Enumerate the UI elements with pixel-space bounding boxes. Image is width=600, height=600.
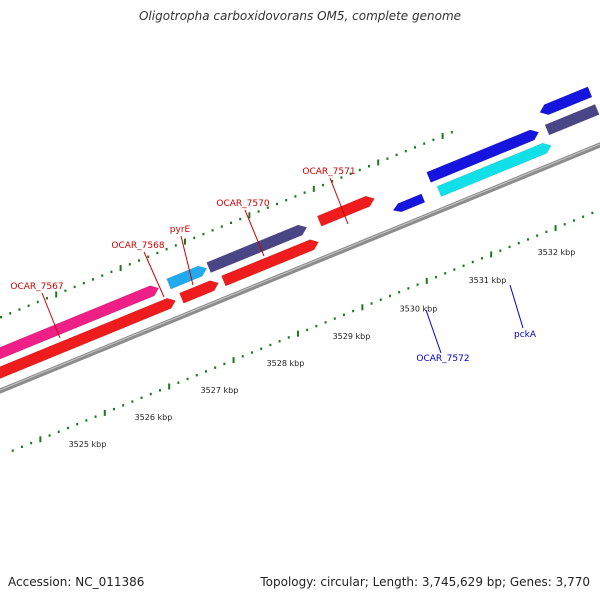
gene-label: pckA <box>514 330 537 340</box>
tick-label: 3528 kbp <box>267 359 305 368</box>
cds-bar <box>316 195 375 227</box>
gene-leader-line <box>244 209 265 257</box>
gene-bar-ocar-7567 <box>0 285 160 360</box>
tick-label: 3527 kbp <box>201 386 239 395</box>
topology-text: Topology: circular; Length: 3,745,629 bp… <box>260 575 590 589</box>
gene-leader-line <box>143 251 165 298</box>
tick-label: 3532 kbp <box>538 248 576 257</box>
tick-label: 3530 kbp <box>400 304 438 313</box>
backbone-line <box>0 142 600 394</box>
feature-track <box>0 86 600 379</box>
backbone <box>0 142 600 394</box>
gene-leader-line <box>180 235 194 286</box>
tick-label: 3526 kbp <box>135 413 173 422</box>
gene-bar-ocar-7570 <box>206 224 308 274</box>
backbone-highlight <box>0 143 600 391</box>
gene-label: OCAR_7570 <box>216 199 269 209</box>
gene-leader-line <box>329 177 349 225</box>
tick-label: 3525 kbp <box>69 440 107 449</box>
tick-label: 3529 kbp <box>333 332 371 341</box>
cds-bar <box>179 280 219 304</box>
gene-bar-blue <box>426 129 540 183</box>
gene-bar-pyre <box>166 265 208 290</box>
gene-label: pyrE <box>170 225 191 235</box>
gene-label: OCAR_7568 <box>111 241 164 251</box>
map-title: Oligotropha carboxidovorans OM5, complet… <box>138 9 462 23</box>
gene-label: OCAR_7571 <box>302 167 355 177</box>
cds-bar <box>0 297 176 379</box>
cds-bar <box>544 104 600 136</box>
accession-text: Accession: NC_011386 <box>8 575 145 589</box>
gene-label: OCAR_7572 <box>416 354 469 364</box>
gene-label: OCAR_7567 <box>10 282 63 292</box>
gene-leader-line <box>509 284 524 329</box>
cds-bar <box>221 239 319 287</box>
gene-bar-pcka <box>436 142 552 197</box>
gene-bar-ocar-7572 <box>392 193 426 213</box>
gene-leader-line <box>425 309 442 354</box>
gene-labels: OCAR_7567 OCAR_7568 pyrE OCAR_7570 OCAR_7571… <box>10 167 536 364</box>
cds-bar <box>539 86 593 116</box>
tick-label: 3531 kbp <box>469 276 507 285</box>
tick-labels: 3525 kbp 3526 kbp 3527 kbp 3528 kbp 3529 kbp… <box>69 248 576 449</box>
gene-leader-line <box>41 292 61 339</box>
tick-marks <box>0 131 594 452</box>
